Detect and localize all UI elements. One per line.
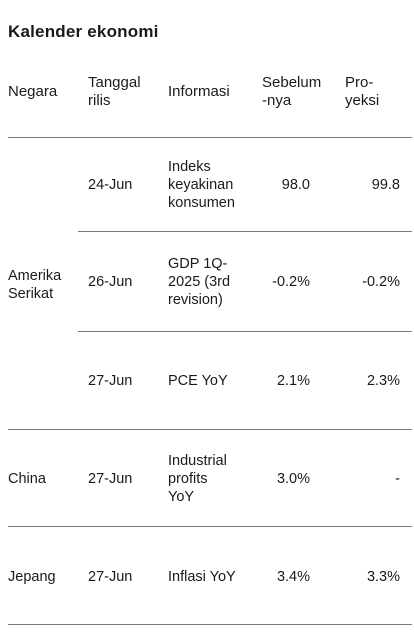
row-divider [78,231,412,232]
header-projection-line1: Pro- [345,74,374,91]
row-previous: 3.0% [276,471,310,487]
row-info-line: GDP 1Q- [168,256,228,272]
row-date: 24-Jun [88,177,133,193]
row-projection: 3.3% [366,569,400,585]
header-previous-line2: -nya [262,92,292,109]
row-info: PCE YoY [168,372,228,390]
country-cell-japan: Jepang [8,569,56,585]
header-projection-line2: yeksi [345,92,380,109]
header-release-date: Tanggal rilis [88,74,141,110]
row-info-line: Inflasi YoY [168,569,236,585]
row-previous: 3.4% [276,569,310,585]
row-info: Industrial profits YoY [168,452,227,506]
row-info: Indeks keyakinan konsumen [168,158,235,212]
row-projection: -0.2% [362,274,400,290]
header-previous-line1: Sebelum [262,74,322,91]
row-info-line: revision) [168,292,223,308]
country-cell-china: China [8,471,46,487]
row-date: 27-Jun [88,373,133,389]
row-info-line: PCE YoY [168,373,228,389]
row-projection: 99.8 [371,177,400,193]
header-projection: Pro- yeksi [345,74,379,110]
page-title: Kalender ekonomi [8,22,159,41]
country-us-line1: Amerika [8,268,62,284]
row-date: 27-Jun [88,471,133,487]
header-country: Negara [8,83,58,100]
header-release-date-line2: rilis [88,92,111,109]
group-divider [8,526,412,527]
row-date: 26-Jun [88,274,133,290]
row-info-line: Indeks [168,159,211,175]
row-info-line: profits [168,471,208,487]
row-info-line: YoY [168,489,195,505]
group-divider [8,429,412,430]
row-date: 27-Jun [88,569,133,585]
row-info: GDP 1Q- 2025 (3rd revision) [168,255,230,309]
table-bottom-rule [8,624,412,625]
row-divider [78,331,412,332]
row-projection: 2.3% [366,373,400,389]
row-info-line: Industrial [168,453,227,469]
country-cell-us: Amerika Serikat [8,267,61,303]
row-previous: 98.0 [281,177,310,193]
row-info-line: keyakinan [168,177,234,193]
row-projection: - [395,471,400,487]
row-previous: 2.1% [276,373,310,389]
header-info: Informasi [168,83,230,100]
row-info-line: 2025 (3rd [168,274,231,290]
header-divider [8,137,412,138]
country-us-line2: Serikat [8,286,54,302]
header-previous: Sebelum -nya [262,74,321,110]
header-release-date-line1: Tanggal [88,74,141,91]
row-info-line: konsumen [168,195,235,211]
row-info: Inflasi YoY [168,568,236,586]
row-previous: -0.2% [272,274,310,290]
